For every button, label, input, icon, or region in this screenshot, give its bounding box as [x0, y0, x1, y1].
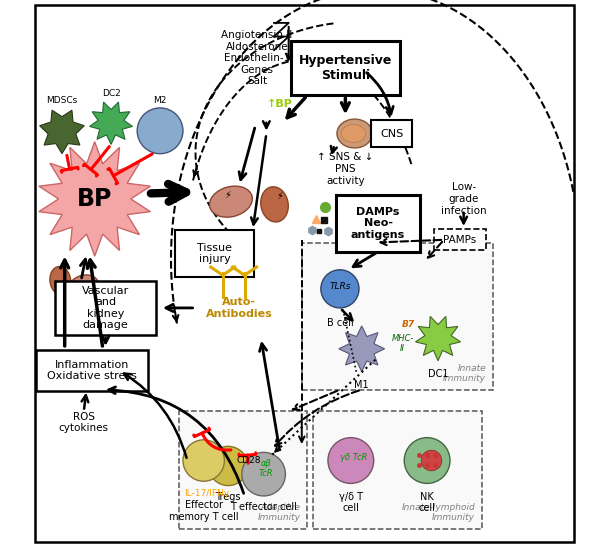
Text: T effector cell: T effector cell	[230, 502, 297, 512]
Text: γδ TcR: γδ TcR	[340, 453, 367, 462]
Text: M2: M2	[153, 95, 167, 105]
Text: Inflammation
Oxidative stress: Inflammation Oxidative stress	[47, 360, 137, 381]
FancyBboxPatch shape	[336, 195, 420, 252]
Circle shape	[421, 450, 442, 471]
Polygon shape	[90, 102, 133, 144]
Circle shape	[328, 438, 374, 483]
Text: CNS: CNS	[380, 129, 403, 138]
Ellipse shape	[261, 187, 288, 222]
Text: ⚡: ⚡	[276, 191, 283, 201]
FancyBboxPatch shape	[371, 120, 412, 147]
Ellipse shape	[50, 267, 71, 295]
Circle shape	[321, 270, 359, 308]
Text: Innate
Immunity: Innate Immunity	[443, 364, 486, 383]
Polygon shape	[339, 326, 385, 372]
FancyBboxPatch shape	[55, 281, 156, 335]
Circle shape	[183, 440, 224, 481]
Text: Vascular
and
kidney
damage: Vascular and kidney damage	[82, 286, 129, 330]
Text: γ/δ T
cell: γ/δ T cell	[339, 492, 363, 513]
FancyBboxPatch shape	[291, 41, 400, 95]
FancyBboxPatch shape	[35, 5, 574, 542]
Circle shape	[242, 452, 286, 496]
Text: ⚡: ⚡	[224, 190, 231, 200]
Text: ↑BP: ↑BP	[267, 99, 293, 108]
Ellipse shape	[69, 275, 99, 298]
Text: Tissue
injury: Tissue injury	[197, 243, 232, 264]
Text: ROS
cytokines: ROS cytokines	[59, 411, 109, 433]
Text: MDSCs: MDSCs	[46, 95, 77, 105]
Polygon shape	[39, 142, 150, 256]
Text: Effector
memory T cell: Effector memory T cell	[169, 500, 239, 522]
Text: IL-17/IFNγ: IL-17/IFNγ	[184, 489, 229, 499]
Ellipse shape	[337, 119, 372, 148]
Text: M1: M1	[354, 380, 369, 390]
Text: Hypertensive
Stimuli: Hypertensive Stimuli	[298, 54, 392, 82]
Circle shape	[404, 438, 450, 483]
Text: TLRs: TLRs	[329, 282, 351, 290]
Text: PAMPs: PAMPs	[443, 235, 476, 245]
Text: B7: B7	[401, 320, 415, 329]
Polygon shape	[40, 110, 84, 154]
Text: BP: BP	[77, 187, 113, 211]
Circle shape	[208, 446, 248, 486]
Text: DC1: DC1	[428, 369, 448, 379]
FancyBboxPatch shape	[302, 243, 493, 390]
Text: DAMPs
Neo-
antigens: DAMPs Neo- antigens	[351, 207, 405, 240]
Text: Auto-
Antibodies: Auto- Antibodies	[206, 297, 272, 319]
Text: Tregs: Tregs	[216, 492, 241, 502]
Text: αβ
TcR: αβ TcR	[259, 459, 273, 479]
Text: ↑ SNS & ↓
PNS
activity: ↑ SNS & ↓ PNS activity	[317, 153, 373, 185]
Circle shape	[137, 108, 183, 154]
Ellipse shape	[341, 125, 366, 143]
Text: NK
cell: NK cell	[419, 492, 435, 513]
Ellipse shape	[209, 186, 252, 217]
Text: B cell: B cell	[326, 318, 353, 328]
FancyBboxPatch shape	[179, 411, 307, 529]
Text: Low-
grade
infection: Low- grade infection	[441, 183, 487, 215]
Text: Angiotensin II
Aldosterone
Endothelin-1
Genes
Salt: Angiotensin II Aldosterone Endothelin-1 …	[222, 30, 293, 86]
FancyBboxPatch shape	[175, 231, 254, 277]
Text: MHC-
II: MHC- II	[392, 334, 414, 353]
Text: CD28: CD28	[236, 456, 261, 465]
Text: Adaptive
Immunity: Adaptive Immunity	[258, 502, 301, 522]
Text: Innate-lymphoid
Immunity: Innate-lymphoid Immunity	[401, 502, 475, 522]
FancyBboxPatch shape	[312, 411, 482, 529]
Polygon shape	[415, 317, 460, 361]
FancyBboxPatch shape	[434, 229, 486, 250]
FancyBboxPatch shape	[36, 350, 148, 391]
Text: DC2: DC2	[102, 88, 121, 98]
